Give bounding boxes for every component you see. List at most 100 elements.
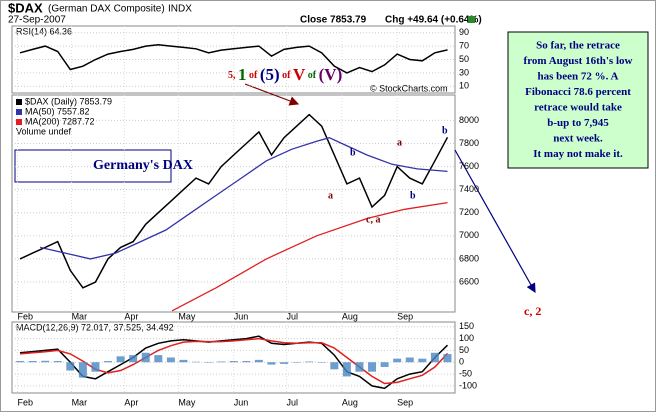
x-tick-label: Mar: [72, 311, 88, 321]
y-tick-label: 50: [459, 54, 469, 64]
y-tick-label: -50: [459, 368, 472, 378]
x-tick-label: Jun: [234, 311, 249, 321]
note-line: It may not make it.: [533, 148, 623, 160]
x-tick-label: Sep: [397, 397, 413, 407]
wave-label-part: of: [305, 70, 318, 81]
macd-title: MACD(12,26,9) 72.017, 37.525, 34.492: [16, 322, 174, 332]
y-tick-label: 7200: [459, 207, 479, 217]
histogram-bar: [418, 358, 427, 363]
histogram-bar: [104, 361, 113, 363]
x-tick-label: Aug: [342, 311, 358, 321]
y-tick-label: 0: [459, 357, 464, 367]
note-box: [507, 31, 649, 169]
histogram-bar: [405, 357, 414, 363]
histogram-bar: [242, 361, 251, 363]
legend-swatch: [16, 99, 22, 105]
y-tick-label: 6600: [459, 276, 479, 286]
x-tick-label: Jul: [287, 311, 299, 321]
line-series: [19, 337, 449, 385]
note-line: Fibonacci 78.6 percent: [525, 86, 631, 98]
symbol-name: (German DAX Composite): [48, 4, 165, 15]
y-tick-label: 10: [459, 81, 469, 91]
histogram-bar: [53, 361, 62, 363]
note-line: next week.: [553, 133, 603, 145]
histogram-bar: [380, 362, 389, 367]
y-tick-label: 30: [459, 67, 469, 77]
histogram-bar: [305, 361, 314, 363]
wave-label-part: V: [293, 65, 306, 84]
histogram-bar: [129, 355, 138, 363]
histogram-bar: [116, 356, 125, 363]
histogram-bar: [443, 354, 452, 363]
histogram-bar: [217, 361, 226, 363]
annotation: b: [410, 190, 416, 201]
close: Close 7853.79: [300, 15, 367, 26]
histogram-bar: [166, 357, 175, 363]
up-icon: [468, 16, 475, 23]
histogram-bar: [355, 362, 364, 372]
histogram-bar: [78, 362, 87, 378]
y-tick-label: 6800: [459, 253, 479, 263]
histogram-bar: [368, 362, 377, 372]
histogram-bar: [267, 362, 276, 365]
rsi-title: RSI(14) 64.36: [16, 26, 72, 36]
y-tick-label: 70: [459, 40, 469, 50]
histogram-bar: [330, 362, 339, 370]
histogram-bar: [229, 361, 238, 363]
histogram-bar: [280, 362, 289, 364]
x-tick-label: May: [178, 311, 196, 321]
wave-label-part: 1: [238, 65, 247, 84]
y-tick-label: 8000: [459, 115, 479, 125]
legend-label: MA(200) 7287.72: [25, 116, 95, 126]
histogram-bar: [204, 362, 213, 363]
legend-swatch: [16, 109, 22, 115]
x-tick-label: Feb: [18, 397, 34, 407]
x-tick-label: Apr: [124, 311, 138, 321]
line-series: [171, 201, 448, 312]
histogram-bar: [430, 352, 439, 363]
histogram-bar: [28, 361, 37, 363]
source: © StockCharts.com: [370, 83, 448, 93]
histogram-bar: [91, 362, 100, 372]
exchange: INDX: [168, 4, 192, 15]
volume: Volume undef: [16, 126, 72, 136]
annotation: c, 2: [524, 304, 541, 318]
annotation: b: [442, 125, 448, 136]
legend-swatch: [16, 119, 22, 125]
wave-label-part: (V): [319, 65, 343, 84]
histogram-bar: [154, 355, 163, 363]
line-series: [39, 137, 448, 260]
y-tick-label: 7600: [459, 161, 479, 171]
wave-label-part: of: [247, 70, 260, 81]
note-line: So far, the retrace: [536, 40, 620, 52]
x-tick-label: Sep: [397, 311, 413, 321]
note-line: b-up to 7,945: [547, 117, 609, 129]
wave-label-part: (5): [260, 65, 280, 84]
date: 27-Sep-2007: [8, 15, 66, 26]
wave-label-part: of: [280, 70, 293, 81]
legend-label: MA(50) 7557.82: [25, 106, 90, 116]
line-series: [19, 335, 449, 390]
annotation: c, a: [366, 214, 380, 225]
histogram-bar: [317, 362, 326, 363]
label-box: [14, 149, 172, 183]
histogram-bar: [66, 362, 75, 371]
x-tick-label: May: [178, 397, 196, 407]
histogram-bar: [254, 359, 263, 363]
line-series: [19, 44, 448, 74]
x-tick-label: Feb: [18, 311, 34, 321]
histogram-bar: [342, 362, 351, 377]
x-tick-label: Jun: [234, 397, 249, 407]
x-tick-label: Jul: [287, 397, 299, 407]
line-series: [19, 113, 449, 289]
annotation: b: [350, 147, 356, 158]
change: Chg +49.64 (+0.64%): [385, 15, 482, 26]
target-arrow: [454, 149, 536, 294]
histogram-bar: [41, 360, 50, 363]
y-tick-label: 90: [459, 27, 469, 37]
y-tick-label: 150: [459, 321, 474, 331]
note-line: from August 16th's low: [524, 55, 633, 67]
y-tick-label: 100: [459, 333, 474, 343]
histogram-bar: [16, 361, 25, 363]
